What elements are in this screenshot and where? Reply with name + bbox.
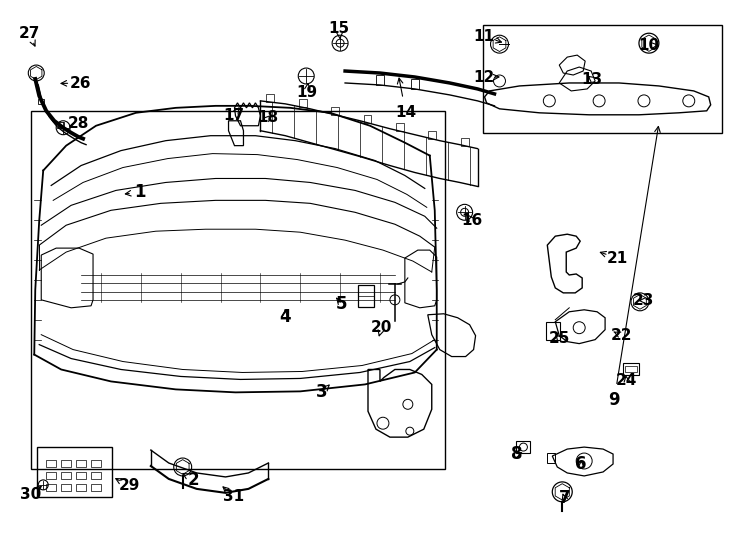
Bar bbox=[61, 484, 71, 491]
Text: 7: 7 bbox=[559, 489, 570, 507]
Bar bbox=[363, 115, 371, 123]
Bar bbox=[46, 460, 57, 467]
Text: 15: 15 bbox=[329, 21, 350, 36]
Bar bbox=[625, 366, 637, 373]
Text: 8: 8 bbox=[511, 446, 523, 463]
Text: 20: 20 bbox=[371, 320, 392, 335]
Text: 5: 5 bbox=[335, 295, 347, 313]
Text: 30: 30 bbox=[20, 487, 41, 502]
Bar bbox=[76, 484, 86, 491]
Bar bbox=[46, 484, 57, 491]
Bar bbox=[546, 322, 560, 340]
Text: 19: 19 bbox=[297, 85, 318, 100]
Bar bbox=[91, 460, 101, 467]
Bar bbox=[376, 75, 384, 85]
Text: 3: 3 bbox=[316, 383, 327, 401]
Bar bbox=[76, 460, 86, 467]
Text: 24: 24 bbox=[616, 373, 637, 388]
Text: 13: 13 bbox=[581, 72, 603, 87]
Bar bbox=[411, 79, 419, 89]
Bar bbox=[61, 472, 71, 479]
Text: 11: 11 bbox=[473, 29, 495, 44]
Bar bbox=[482, 25, 722, 133]
Bar bbox=[37, 447, 112, 497]
Text: 31: 31 bbox=[223, 489, 244, 504]
Text: 14: 14 bbox=[395, 105, 416, 120]
Bar bbox=[299, 99, 307, 107]
Text: 28: 28 bbox=[68, 117, 89, 131]
Text: 4: 4 bbox=[280, 308, 291, 326]
Text: 2: 2 bbox=[187, 470, 199, 489]
Bar bbox=[266, 94, 275, 102]
Bar bbox=[428, 131, 436, 139]
Bar bbox=[358, 285, 374, 307]
Bar bbox=[91, 484, 101, 491]
Text: 6: 6 bbox=[575, 455, 587, 474]
Text: 22: 22 bbox=[611, 328, 632, 343]
Text: 27: 27 bbox=[18, 26, 40, 41]
Bar bbox=[46, 472, 57, 479]
Text: 23: 23 bbox=[633, 293, 654, 308]
Bar bbox=[623, 362, 639, 375]
Text: 16: 16 bbox=[461, 213, 482, 227]
Bar bbox=[38, 99, 44, 104]
Bar bbox=[76, 472, 86, 479]
Text: 29: 29 bbox=[119, 478, 140, 494]
Text: 10: 10 bbox=[638, 38, 659, 53]
Bar bbox=[331, 107, 339, 115]
Bar bbox=[461, 138, 468, 146]
Bar bbox=[32, 111, 445, 469]
Bar bbox=[396, 123, 404, 131]
Text: 18: 18 bbox=[258, 111, 279, 125]
Text: 12: 12 bbox=[473, 70, 495, 85]
Text: 9: 9 bbox=[608, 391, 620, 409]
Bar bbox=[91, 472, 101, 479]
Text: 17: 17 bbox=[223, 108, 244, 123]
Text: 1: 1 bbox=[134, 183, 146, 201]
Text: 21: 21 bbox=[607, 251, 628, 266]
Bar bbox=[61, 460, 71, 467]
Bar bbox=[548, 453, 556, 463]
Bar bbox=[517, 441, 531, 453]
Text: 26: 26 bbox=[70, 76, 91, 91]
Text: 25: 25 bbox=[548, 331, 570, 346]
Bar bbox=[58, 122, 64, 127]
